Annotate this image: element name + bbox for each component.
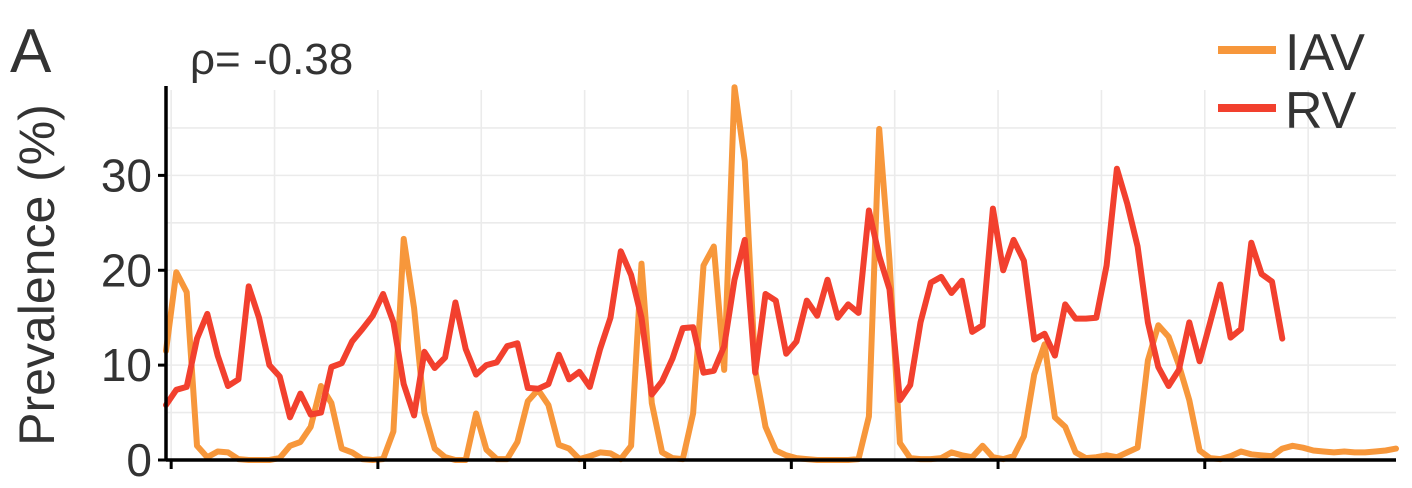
y-axis-label: Prevalence (%) xyxy=(9,104,65,446)
correlation-annotation: ρ= -0.38 xyxy=(190,35,353,84)
grid-layer xyxy=(166,90,1396,461)
axis-layer: 0 10 20 30 xyxy=(101,86,1396,486)
legend: IAV RV xyxy=(1218,24,1365,140)
legend-rv-label: RV xyxy=(1285,82,1357,140)
series-line-iav xyxy=(163,84,1399,463)
y-tick-label: 10 xyxy=(101,339,152,391)
y-tick-label: 30 xyxy=(101,149,152,201)
legend-iav-label: IAV xyxy=(1285,24,1365,82)
y-tick-label: 20 xyxy=(101,244,152,296)
series-line-rv xyxy=(163,165,1286,421)
y-tick-label: 0 xyxy=(126,434,152,486)
panel-label: A xyxy=(10,17,52,86)
series-layer xyxy=(163,84,1399,463)
